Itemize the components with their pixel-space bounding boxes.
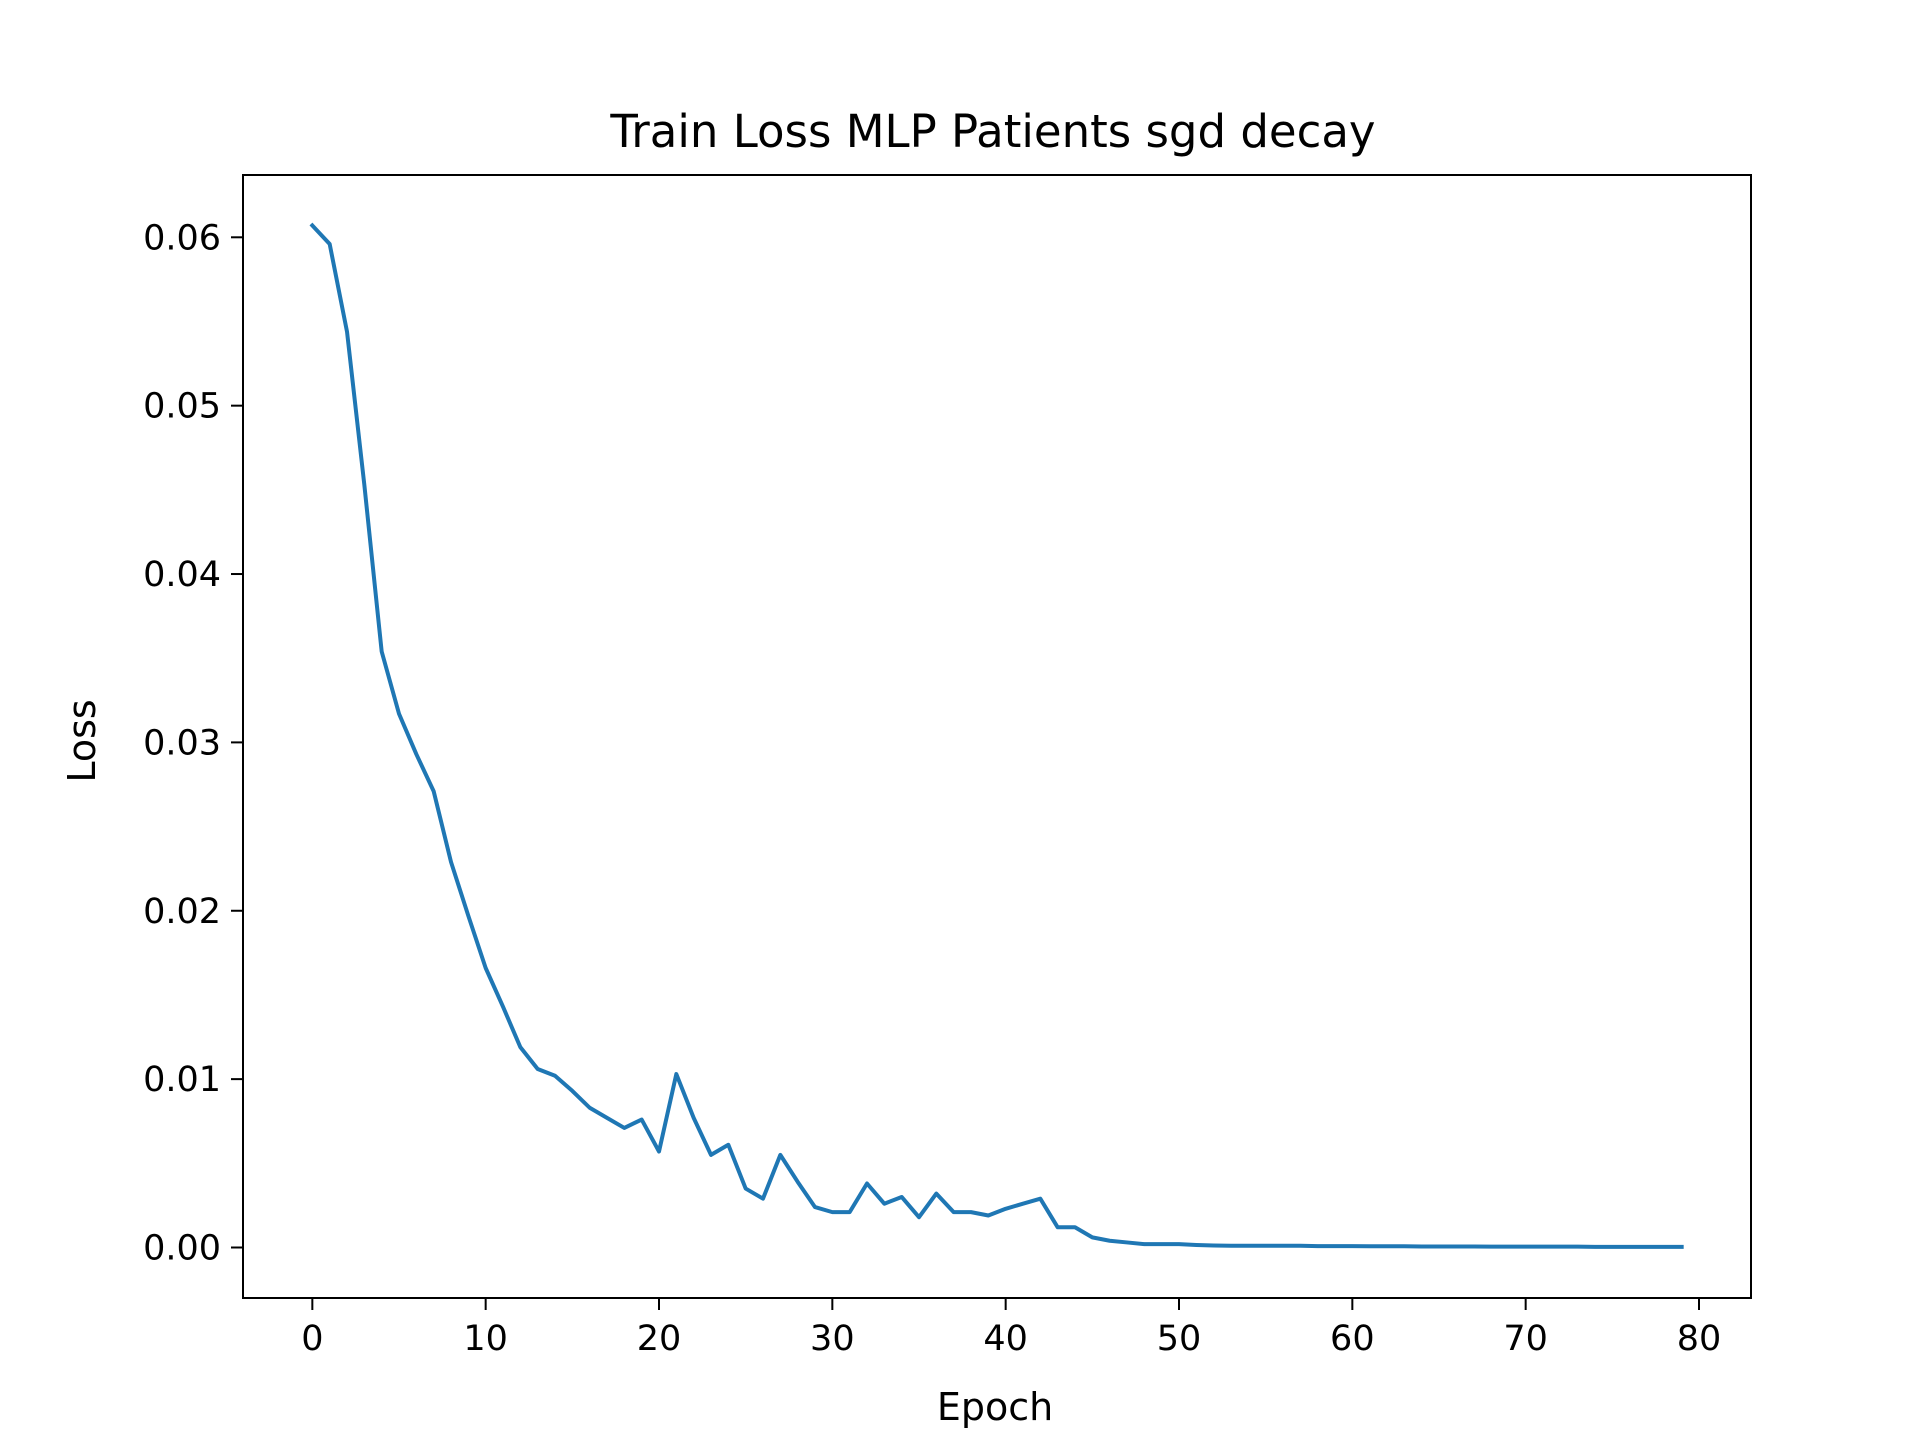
series-group (309, 222, 1684, 1249)
x-tick-label: 20 (637, 1319, 682, 1359)
x-axis-label: Epoch (937, 1385, 1053, 1429)
x-tick-label: 10 (463, 1319, 508, 1359)
x-tick-label: 0 (301, 1319, 323, 1359)
x-axis-ticks: 0 10 20 30 40 50 60 70 80 (301, 1298, 1721, 1359)
x-tick-label: 50 (1157, 1319, 1202, 1359)
y-axis-label: Loss (60, 699, 104, 782)
y-tick-label: 0.00 (143, 1228, 221, 1268)
y-tick-label: 0.03 (143, 723, 221, 763)
y-tick-label: 0.02 (143, 892, 221, 932)
y-tick-label: 0.01 (143, 1060, 221, 1100)
x-tick-label: 80 (1677, 1319, 1722, 1359)
y-axis-ticks: 0.00 0.01 0.02 0.03 0.04 0.05 0.06 (143, 218, 243, 1268)
x-tick-label: 70 (1503, 1319, 1548, 1359)
series-line (309, 222, 1684, 1249)
y-tick-label: 0.05 (143, 387, 221, 427)
y-tick-label: 0.06 (143, 218, 221, 258)
x-tick-label: 60 (1330, 1319, 1375, 1359)
x-tick-label: 30 (810, 1319, 855, 1359)
chart-title: Train Loss MLP Patients sgd decay (609, 105, 1375, 158)
plot-frame (242, 174, 1752, 1299)
y-tick-label: 0.04 (143, 555, 221, 595)
x-tick-label: 40 (983, 1319, 1028, 1359)
